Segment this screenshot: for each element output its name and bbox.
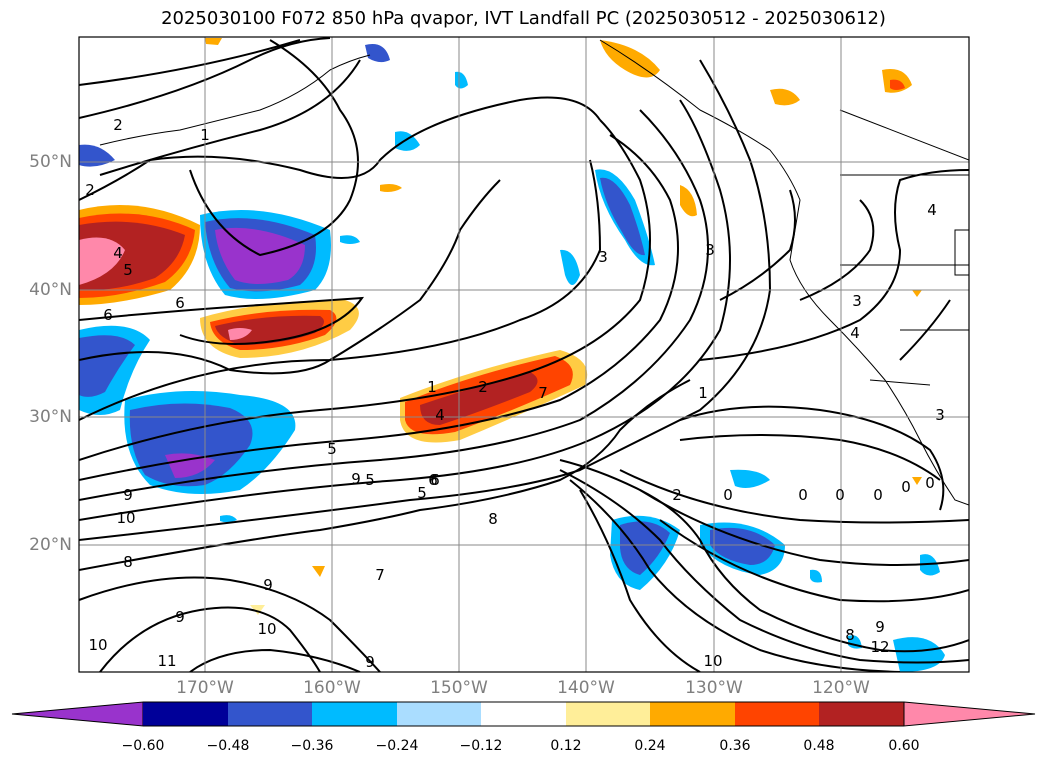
contour-label: 4 xyxy=(850,324,860,342)
colorbar-tick-label: 0.36 xyxy=(719,738,751,754)
contour-lines xyxy=(79,37,969,672)
colorbar-tick-label: −0.24 xyxy=(375,738,419,754)
contour-label: 4 xyxy=(435,406,445,424)
contour-label: 11 xyxy=(157,652,176,670)
colorbar-tick-label: 0.60 xyxy=(888,738,920,754)
contour-label: 9 xyxy=(365,653,375,671)
colorbar-segment xyxy=(143,702,228,726)
colorbar-segment xyxy=(397,702,481,726)
contour-label: 3 xyxy=(935,406,945,424)
contour-label: 0 xyxy=(723,486,733,504)
lat-label: 20°N xyxy=(29,535,72,555)
contour-label: 2 xyxy=(672,486,682,504)
contour-label: 6 xyxy=(175,294,185,312)
lon-label: 160°W xyxy=(303,678,361,698)
contour-label: 0 xyxy=(798,486,808,504)
contour-label: 6 xyxy=(103,306,113,324)
colorbar-segment xyxy=(481,702,566,726)
contour-label: 1 xyxy=(427,378,437,396)
contour-label: 7 xyxy=(538,384,548,402)
colorbar-extend-high xyxy=(903,701,1036,727)
contour-label: 0 xyxy=(901,478,911,496)
contour-label: 2 xyxy=(85,181,95,199)
contour-label: 8 xyxy=(123,553,133,571)
contour-label: 4 xyxy=(113,244,123,262)
lon-label: 140°W xyxy=(557,678,615,698)
contour-label: 10 xyxy=(257,620,276,638)
contour-label: 0 xyxy=(925,474,935,492)
colorbar-segment xyxy=(735,702,819,726)
contour-label: 8 xyxy=(488,510,498,528)
map-area: 2 1 2 4 5 6 6 1 2 4 5 6 7 3 3 1 2 0 0 0 … xyxy=(79,37,969,672)
colorbar-segment xyxy=(819,702,904,726)
colorbar-tick-label: 0.48 xyxy=(803,738,835,754)
contour-label: 10 xyxy=(116,509,135,527)
contour-label: 12 xyxy=(870,638,889,656)
colorbar-segment xyxy=(228,702,312,726)
colorbar-tick-label: 0.12 xyxy=(550,738,582,754)
colorbar-tick-label: −0.48 xyxy=(206,738,250,754)
contour-label: 5 xyxy=(327,440,337,458)
lon-label: 150°W xyxy=(430,678,488,698)
colorbar-tick-label: −0.12 xyxy=(459,738,503,754)
contour-label: 0 xyxy=(835,486,845,504)
contour-label: 10 xyxy=(703,652,722,670)
lon-label: 170°W xyxy=(176,678,234,698)
colorbar-segment xyxy=(650,702,735,726)
colorbar xyxy=(11,701,1036,727)
lat-label: 50°N xyxy=(29,152,72,172)
lon-label: 120°W xyxy=(812,678,870,698)
contour-label: 2 xyxy=(113,116,123,134)
lat-label: 40°N xyxy=(29,280,72,300)
contour-label: 9 xyxy=(351,470,361,488)
lon-label: 130°W xyxy=(685,678,743,698)
colorbar-tick-label: −0.60 xyxy=(121,738,165,754)
contour-label: 3 xyxy=(852,292,862,310)
colorbar-extend-low xyxy=(11,701,144,727)
lat-label: 30°N xyxy=(29,407,72,427)
contour-label: 9 xyxy=(123,486,133,504)
contour-label: 3 xyxy=(598,248,608,266)
contour-label: 6 xyxy=(428,471,438,489)
contour-label: 7 xyxy=(375,566,385,584)
contour-label: 2 xyxy=(478,378,488,396)
contour-label: 3 xyxy=(705,241,715,259)
contour-label: 5 xyxy=(417,484,427,502)
contour-label: 6 xyxy=(430,471,440,489)
contour-label-group: 2 1 2 4 5 6 6 1 2 4 5 6 7 3 3 1 2 0 0 0 … xyxy=(85,116,945,671)
contour-label: 4 xyxy=(927,201,937,219)
map-title: 2025030100 F072 850 hPa qvapor, IVT Land… xyxy=(161,8,886,29)
colorbar-tick-label: −0.36 xyxy=(290,738,334,754)
colorbar-segment xyxy=(312,702,397,726)
colorbar-tick-label: 0.24 xyxy=(634,738,666,754)
contour-label: 1 xyxy=(698,384,708,402)
map-border xyxy=(78,36,970,673)
contour-label: 1 xyxy=(200,126,210,144)
contour-label: 9 xyxy=(875,618,885,636)
contour-label: 5 xyxy=(123,261,133,279)
contour-label: 8 xyxy=(845,626,855,644)
contour-label: 9 xyxy=(263,576,273,594)
contour-label: 5 xyxy=(365,471,375,489)
colorbar-segment xyxy=(566,702,650,726)
positive-anomaly-shading xyxy=(79,38,922,615)
graticule xyxy=(79,37,969,672)
contour-label: 10 xyxy=(88,636,107,654)
coastlines xyxy=(99,39,969,506)
contour-label: 0 xyxy=(873,486,883,504)
contour-label: 9 xyxy=(175,608,185,626)
